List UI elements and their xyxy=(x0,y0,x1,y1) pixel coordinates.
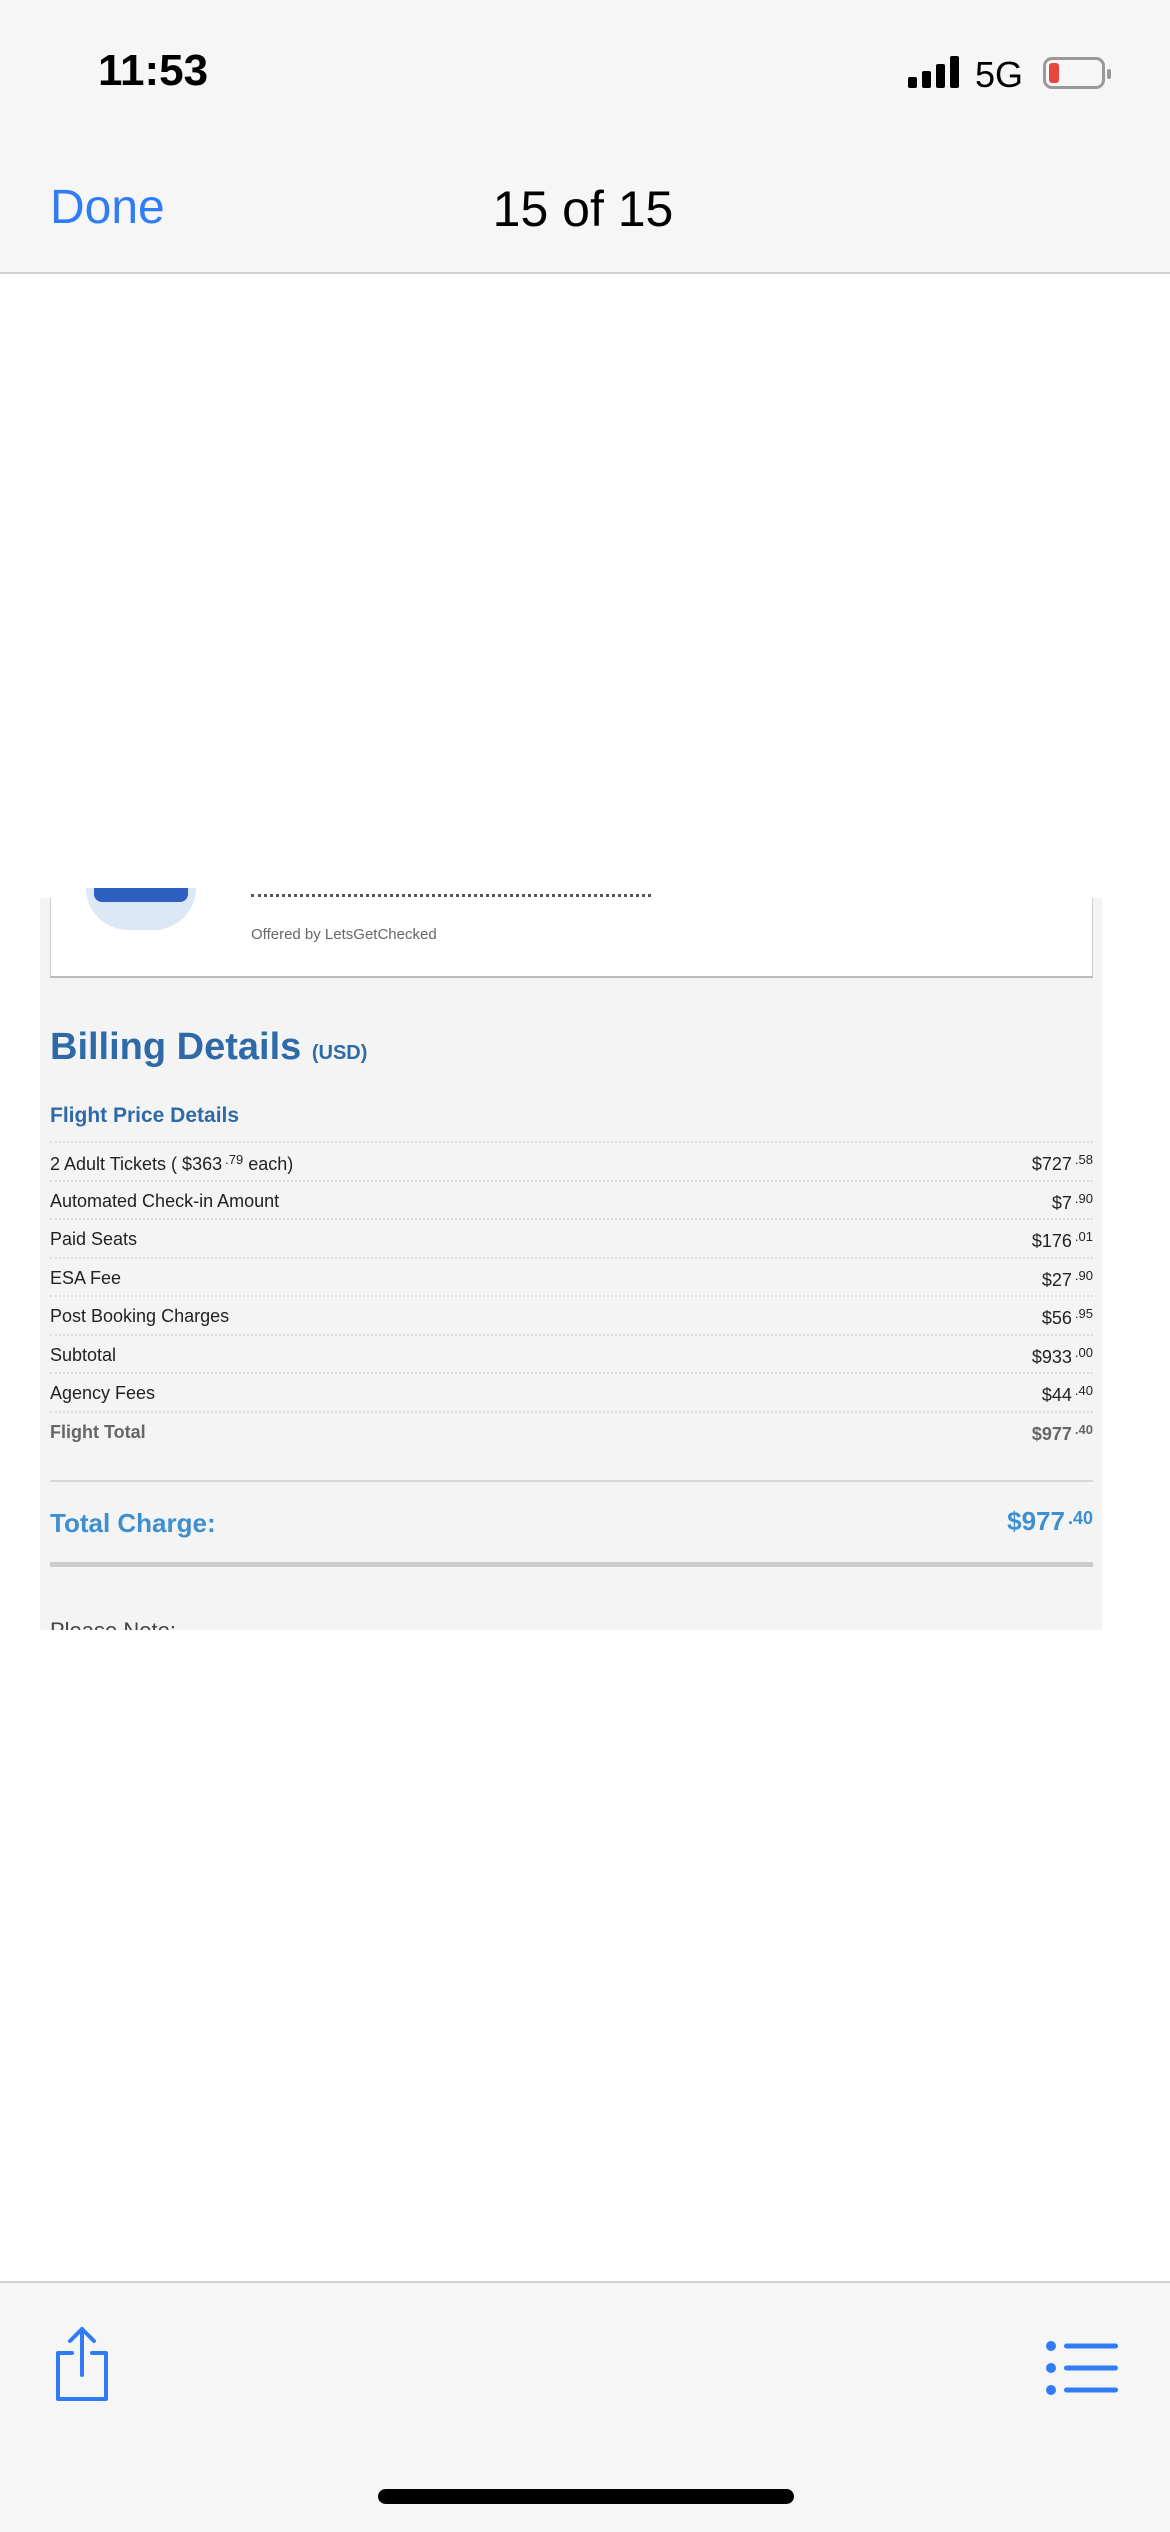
billing-title: Billing Details (USD) xyxy=(50,1026,367,1069)
row-amount: $27.90 xyxy=(1041,1267,1093,1290)
row-label: 2 Adult Tickets ( $363.79 each) xyxy=(50,1152,294,1174)
row-label: Automated Check-in Amount xyxy=(50,1190,280,1211)
page-counter: 15 of 15 xyxy=(0,180,1170,238)
home-indicator[interactable] xyxy=(378,2489,794,2504)
table-row: 2 Adult Tickets ( $363.79 each) $727.58 xyxy=(50,1141,1093,1180)
table-row: Automated Check-in Amount $7.90 xyxy=(50,1179,1093,1219)
table-row: Post Booking Charges $56.95 xyxy=(50,1295,1093,1334)
document-image: Offered by LetsGetChecked Billing Detail… xyxy=(40,888,1102,1630)
signal-icon xyxy=(908,56,959,88)
network-type: 5G xyxy=(975,54,1024,95)
total-charge-amount: $977.40 xyxy=(1007,1506,1093,1536)
status-bar: 11:53 5G xyxy=(0,0,1170,150)
table-row: Paid Seats $176.01 xyxy=(50,1218,1093,1257)
row-amount: $933.00 xyxy=(1031,1344,1093,1367)
row-amount: $44.40 xyxy=(1041,1383,1093,1405)
list-icon[interactable] xyxy=(1046,2341,1118,2400)
row-label: ESA Fee xyxy=(50,1267,122,1288)
total-charge-label: Total Charge: xyxy=(50,1508,216,1538)
section-title: Flight Price Details xyxy=(50,1104,240,1127)
cut-off-text xyxy=(251,894,651,900)
table-row: Subtotal $933.00 xyxy=(50,1333,1093,1373)
table-row-flight-total: Flight Total $977.40 xyxy=(50,1410,1093,1450)
divider-thick xyxy=(50,1562,1093,1567)
offer-card: Offered by LetsGetChecked xyxy=(50,888,1093,978)
nav-bar: Done 15 of 15 xyxy=(0,150,1170,274)
billing-title-text: Billing Details xyxy=(50,1026,302,1068)
offered-by: Offered by LetsGetChecked xyxy=(251,926,437,943)
row-label: Post Booking Charges xyxy=(50,1306,230,1326)
row-amount: $7.90 xyxy=(1051,1190,1093,1213)
table-row: ESA Fee $27.90 xyxy=(50,1256,1093,1296)
currency-label: (USD) xyxy=(311,1042,368,1064)
table-row: Agency Fees $44.40 xyxy=(50,1372,1093,1411)
price-table: 2 Adult Tickets ( $363.79 each) $727.58 A… xyxy=(50,1141,1093,1449)
row-amount: $56.95 xyxy=(1041,1306,1093,1328)
row-amount: $727.58 xyxy=(1031,1152,1093,1174)
row-label: Agency Fees xyxy=(50,1383,156,1403)
offer-logo xyxy=(86,888,196,930)
divider xyxy=(50,1480,1093,1482)
page-counter-text: 15 of 15 xyxy=(492,181,674,237)
row-label: Flight Total xyxy=(50,1421,146,1442)
row-label: Paid Seats xyxy=(50,1229,138,1249)
done-button[interactable]: Done xyxy=(50,181,165,234)
row-label: Subtotal xyxy=(50,1344,117,1365)
row-amount: $176.01 xyxy=(1031,1229,1093,1251)
battery-icon xyxy=(1043,57,1111,89)
share-icon[interactable] xyxy=(52,2325,112,2408)
row-amount: $977.40 xyxy=(1031,1421,1093,1444)
status-time: 11:53 xyxy=(98,46,209,95)
cut-off-note: Please Note: xyxy=(50,1620,200,1630)
